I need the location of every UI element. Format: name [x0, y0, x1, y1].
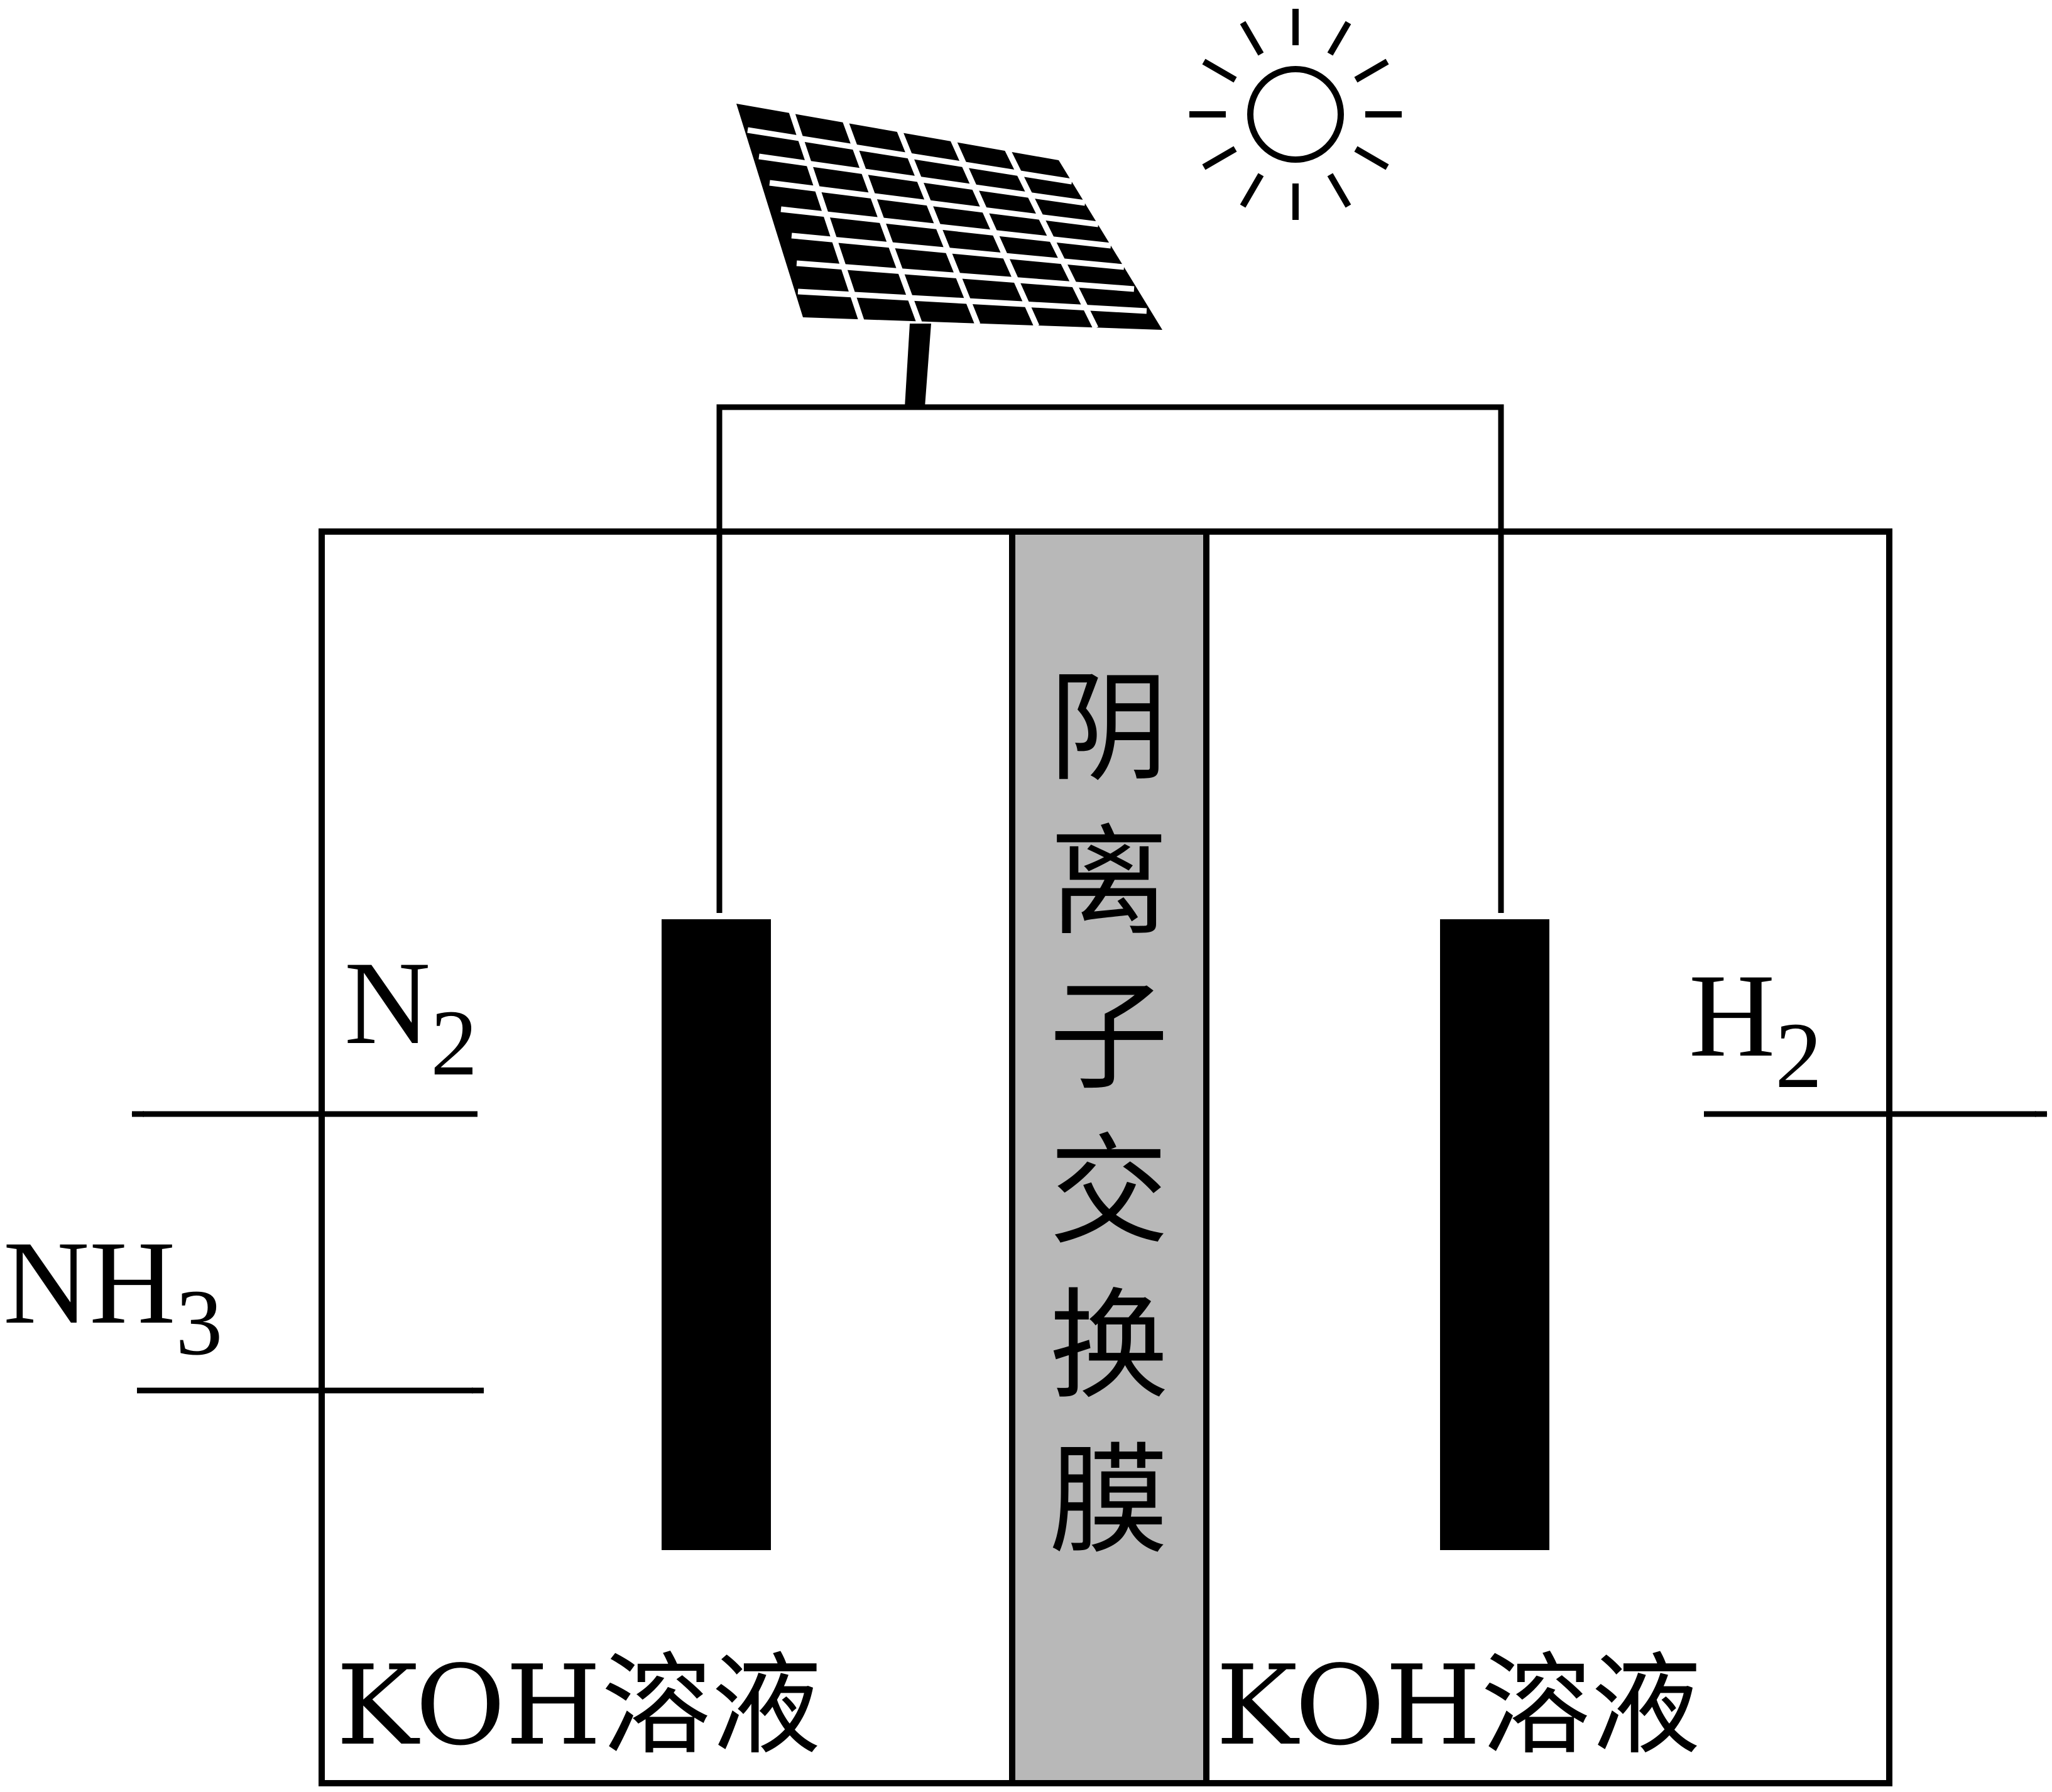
- membrane-char: 换: [1049, 1277, 1169, 1416]
- anion-exchange-membrane: [1009, 528, 1209, 1786]
- left-electrode: [662, 919, 771, 1550]
- nh3-label: NH3: [3, 1217, 222, 1375]
- membrane-char: 膜: [1049, 1431, 1169, 1570]
- membrane-char: 交: [1049, 1122, 1169, 1261]
- membrane-char: 阴: [1049, 659, 1169, 798]
- membrane-char: 子: [1049, 968, 1169, 1106]
- membrane-char: 离: [1049, 813, 1169, 952]
- h2-label: H2: [1689, 950, 1822, 1108]
- external-circuit: [716, 404, 1504, 913]
- right-electrode: [1440, 919, 1549, 1550]
- solar-panel-icon: [736, 104, 1162, 407]
- membrane-label: 阴 离 子 交 换 膜: [1049, 659, 1169, 1570]
- left-solution-label: KOH溶液: [336, 1642, 821, 1770]
- right-solution-label: KOH溶液: [1216, 1642, 1701, 1770]
- sun-icon: [1189, 9, 1402, 220]
- n2-label: N2: [344, 937, 478, 1095]
